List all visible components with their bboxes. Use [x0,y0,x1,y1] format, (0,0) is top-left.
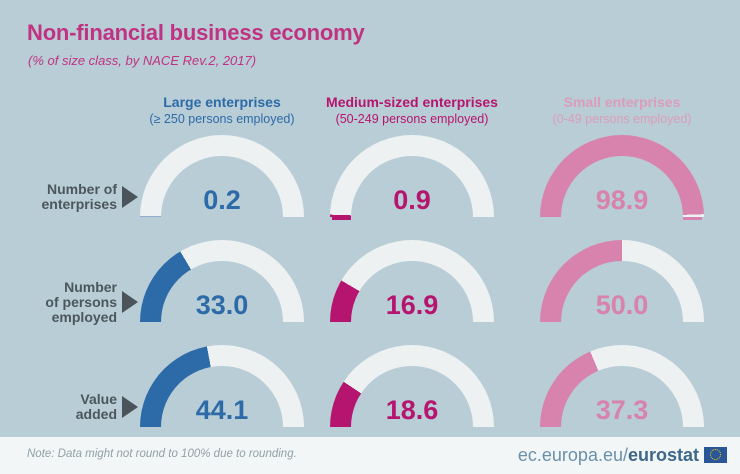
eurostat-url-prefix: ec.europa.eu/ [517,445,628,465]
gauge-value: 50.0 [595,290,649,320]
gauge-start-tick [332,217,351,220]
gauge-value: 18.6 [385,395,439,425]
page-subtitle: (% of size class, by NACE Rev.2, 2017) [28,53,257,68]
footnote: Note: Data might not round to 100% due t… [27,448,297,460]
column-title: Large enterprises [163,94,281,110]
gauge-arc: 18.6 [330,345,494,427]
gauge-small-row2: 37.3 [540,345,704,433]
gauge-arc: 33.0 [140,240,304,322]
gauge-arc: 0.9 [330,135,494,217]
gauge-small-row0: 98.9 [540,135,704,223]
eurostat-logo: ec.europa.eu/eurostat [518,444,727,466]
column-subtitle: (≥ 250 persons employed) [149,112,295,126]
column-title: Small enterprises [563,94,681,110]
gauge-value: 0.9 [393,185,431,215]
row-label-text: Number of enterprises [41,181,117,212]
column-title: Medium-sized enterprises [326,94,498,110]
column-subtitle: (50-249 persons employed) [335,112,489,126]
gauge-medium-row1: 16.9 [330,240,494,328]
gauge-small-row1: 50.0 [540,240,704,328]
gauge-arc: 44.1 [140,345,304,427]
arrow-right-icon [122,291,138,313]
eurostat-url-bold: eurostat [627,445,699,465]
gauge-value: 44.1 [195,395,249,425]
gauge-arc: 0.2 [140,135,304,217]
row-label-text: Number of persons employed [45,278,117,325]
row-label-1: Number of persons employed [0,267,138,337]
gauge-arc: 16.9 [330,240,494,322]
eu-flag-icon [704,447,727,463]
row-label-0: Number of enterprises [0,162,138,232]
gauge-arc: 50.0 [540,240,704,322]
gauge-medium-row2: 18.6 [330,345,494,433]
gauge-large-row0: 0.2 [140,135,304,223]
column-subtitle: (0-49 persons employed) [552,112,692,126]
gauge-medium-row0: 0.9 [330,135,494,223]
gauge-arc: 37.3 [540,345,704,427]
gauge-value: 98.9 [595,185,649,215]
arrow-right-icon [122,396,138,418]
column-header-medium: Medium-sized enterprises (50-249 persons … [312,94,512,126]
footer-bar: Note: Data might not round to 100% due t… [0,437,740,474]
gauge-value: 37.3 [595,395,649,425]
row-label-text: Value added [75,391,117,422]
gauge-value: 33.0 [195,290,249,320]
column-header-small: Small enterprises (0-49 persons employed) [522,94,722,126]
gauge-value: 16.9 [385,290,439,320]
column-header-large: Large enterprises (≥ 250 persons employed… [122,94,322,126]
row-label-2: Value added [0,372,138,442]
gauge-value: 0.2 [203,185,241,215]
gauge-large-row2: 44.1 [140,345,304,433]
gauge-large-row1: 33.0 [140,240,304,328]
gauge-arc: 98.9 [540,135,704,217]
eu-flag-stars [710,449,721,460]
page-title: Non-financial business economy [27,20,365,45]
arrow-right-icon [122,186,138,208]
gauge-end-tick [683,217,702,220]
